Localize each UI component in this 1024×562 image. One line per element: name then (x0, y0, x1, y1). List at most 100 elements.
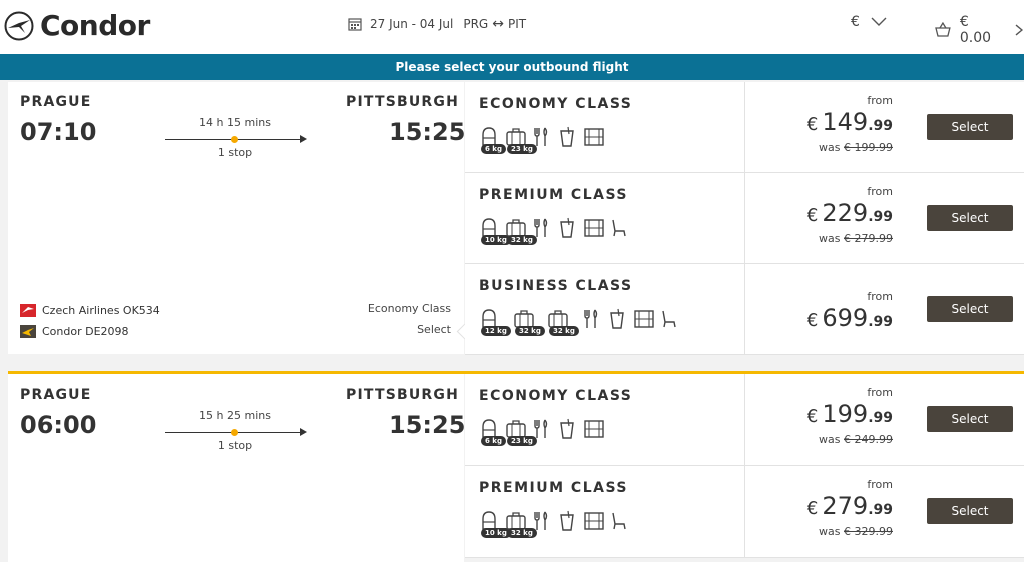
fare-class-select-link[interactable]: Select (417, 323, 451, 336)
price-currency: € (806, 498, 819, 519)
drink-icon (557, 510, 579, 538)
meal-icon (531, 510, 553, 538)
price-int: 699 (822, 304, 869, 332)
price-currency: € (806, 114, 819, 135)
top-header: Condor 27 Jun - 04 Jul PRG ↔ PIT € € 0.0… (0, 0, 1024, 54)
fare-price: €149.99 (807, 108, 893, 136)
class-name: PREMIUM CLASS (479, 480, 628, 496)
weight-badge: 32 kg (507, 235, 537, 245)
roundtrip-arrow-icon: ↔ (492, 16, 504, 32)
fare-class-label: Economy Class (367, 302, 451, 315)
stop-marker (231, 429, 238, 436)
price-currency: € (806, 406, 819, 427)
hand-baggage-icon: 12 kg (479, 308, 511, 336)
original-price: was € 249.99 (819, 433, 893, 446)
checked-baggage-icon: 32 kg (547, 308, 579, 336)
price-int: 199 (822, 400, 869, 428)
select-business-button[interactable]: Select (927, 296, 1013, 322)
price-cents: .99 (868, 314, 893, 330)
brand-name: Condor (40, 9, 150, 42)
price-int: 279 (822, 492, 869, 520)
trip-summary[interactable]: 27 Jun - 04 Jul PRG ↔ PIT (348, 16, 526, 32)
class-cell-premium: PREMIUM CLASS 10 kg 32 kg (465, 466, 744, 558)
class-cell-business: BUSINESS CLASS 12 kg 32 kg 32 kg (465, 264, 744, 355)
entertainment-icon (633, 308, 655, 336)
destination-code: PIT (507, 17, 527, 31)
entertainment-icon (583, 217, 605, 245)
amenity-icons: 6 kg 23 kg (479, 126, 609, 154)
price-int: 229 (822, 199, 869, 227)
original-price: was € 279.99 (819, 232, 893, 245)
price-currency: € (806, 205, 819, 226)
from-label: from (867, 478, 893, 491)
checked-baggage-icon: 23 kg (505, 418, 537, 446)
from-label: from (867, 290, 893, 303)
original-price: was € 199.99 (819, 141, 893, 154)
currency-selector[interactable]: € (851, 14, 888, 30)
drink-icon (607, 308, 629, 336)
weight-badge: 32 kg (549, 326, 579, 336)
price-cents: .99 (868, 209, 893, 225)
price-cell-economy: from €199.99 was € 249.99 Select (744, 374, 1024, 466)
chevron-right-icon (1015, 24, 1024, 36)
select-premium-button[interactable]: Select (927, 498, 1013, 524)
price-int: 149 (822, 108, 869, 136)
class-cell-economy: ECONOMY CLASS 6 kg 23 kg (465, 82, 744, 173)
hand-baggage-icon: 10 kg (479, 217, 511, 245)
was-label: was (819, 525, 841, 538)
was-price: € 329.99 (844, 525, 893, 538)
price-currency: € (806, 310, 819, 331)
weight-badge: 23 kg (507, 144, 537, 154)
select-economy-button[interactable]: Select (927, 114, 1013, 140)
was-label: was (819, 232, 841, 245)
meal-icon (531, 217, 553, 245)
class-name: PREMIUM CLASS (479, 187, 628, 203)
select-premium-button[interactable]: Select (927, 205, 1013, 231)
price-cents: .99 (868, 410, 893, 426)
was-price: € 249.99 (844, 433, 893, 446)
flight-summary-2[interactable]: PRAGUE 06:00 15 h 25 mins 1 stop PITTSBU… (8, 374, 465, 562)
meal-icon (531, 126, 553, 154)
stop-count: 1 stop (217, 439, 253, 452)
currency-symbol: € (851, 14, 860, 30)
weight-badge: 23 kg (507, 436, 537, 446)
entertainment-icon (583, 418, 605, 446)
class-cell-economy: ECONOMY CLASS 6 kg 23 kg (465, 374, 744, 466)
arrival-time: 15:25 (389, 118, 466, 146)
flight-summary-1[interactable]: PRAGUE 07:10 14 h 15 mins 1 stop PITTSBU… (8, 82, 466, 354)
route-arrow-icon (300, 428, 307, 436)
fare-price: €199.99 (807, 400, 893, 428)
price-cell-premium: from €229.99 was € 279.99 Select (744, 173, 1024, 264)
seat-icon (659, 308, 681, 336)
departure-time: 06:00 (20, 411, 97, 439)
class-name: ECONOMY CLASS (479, 388, 633, 404)
fare-price: €229.99 (807, 199, 893, 227)
amenity-icons: 10 kg 32 kg (479, 510, 635, 538)
outbound-banner: Please select your outbound flight (0, 54, 1024, 80)
weight-badge: 12 kg (481, 326, 511, 336)
select-economy-button[interactable]: Select (927, 406, 1013, 432)
weight-badge: 6 kg (481, 144, 506, 154)
departure-city: PRAGUE (20, 387, 92, 403)
checked-baggage-icon: 23 kg (505, 126, 537, 154)
from-label: from (867, 185, 893, 198)
was-price: € 279.99 (844, 232, 893, 245)
price-cents: .99 (868, 502, 893, 518)
calendar-icon (348, 18, 362, 31)
trip-dates: 27 Jun - 04 Jul (370, 17, 454, 31)
departure-city: PRAGUE (20, 94, 92, 110)
amenity-icons: 10 kg 32 kg (479, 217, 635, 245)
condor-airline-logo-icon (20, 325, 36, 338)
seat-icon (609, 510, 631, 538)
weight-badge: 10 kg (481, 235, 511, 245)
price-cents: .99 (868, 118, 893, 134)
drink-icon (557, 418, 579, 446)
flight-duration: 15 h 25 mins (199, 409, 271, 422)
checked-baggage-icon: 32 kg (505, 217, 537, 245)
condor-logo[interactable]: Condor (4, 9, 150, 42)
price-cell-economy: from €149.99 was € 199.99 Select (744, 82, 1024, 173)
departure-time: 07:10 (20, 118, 97, 146)
arrival-city: PITTSBURGH (346, 94, 460, 110)
cart-summary[interactable]: € 0.00 (934, 14, 1024, 46)
flight-duration: 14 h 15 mins (199, 116, 271, 129)
